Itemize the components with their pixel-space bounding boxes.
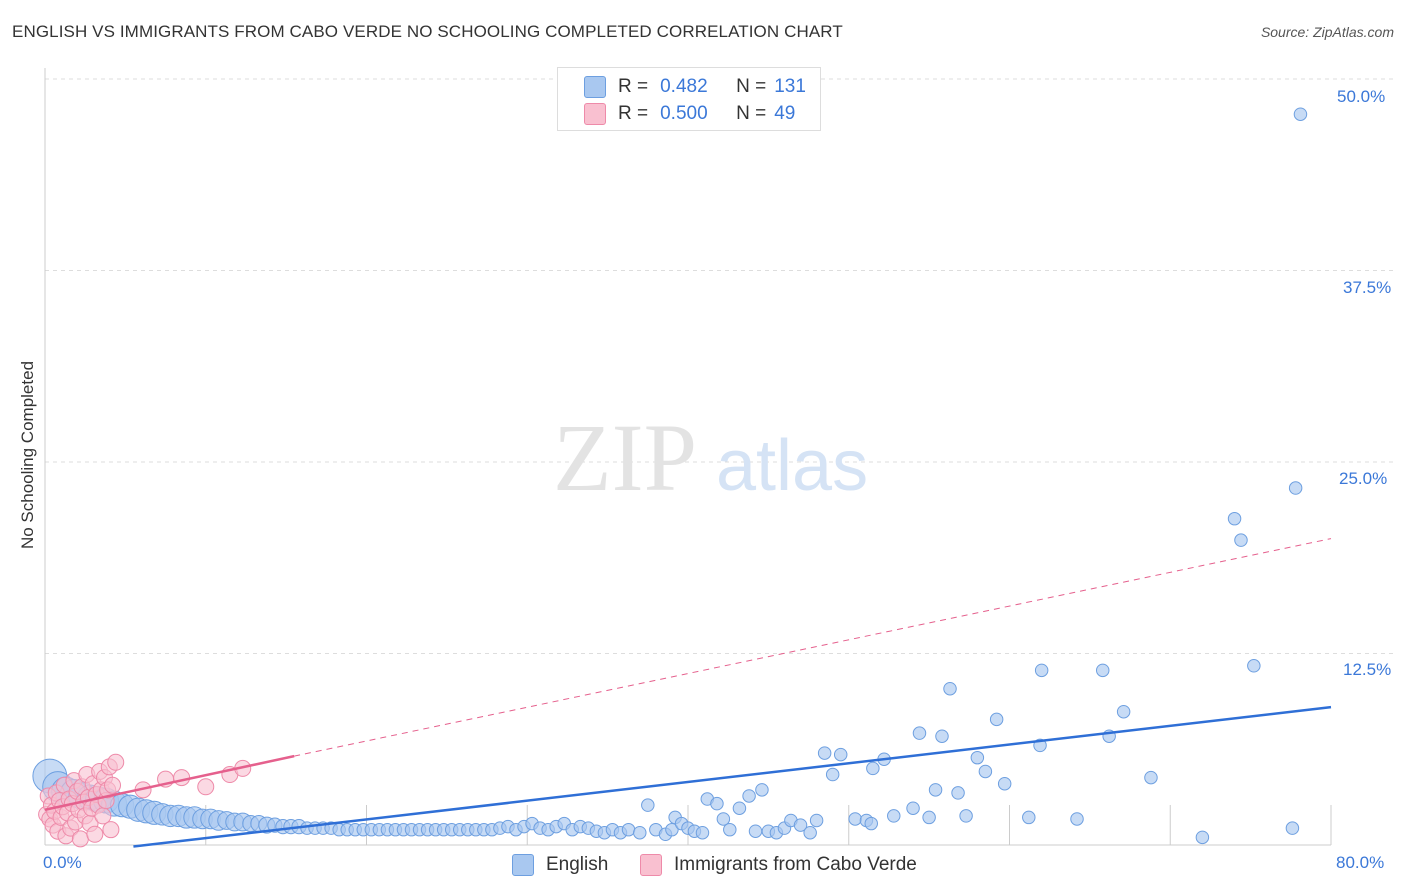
trend-layer [44, 538, 1332, 848]
english-point [989, 712, 1004, 727]
english-point [1195, 830, 1210, 845]
english-point [809, 813, 824, 828]
cabo-verde-swatch [584, 103, 606, 125]
legend-row-english: R = 0.482 N = 131 [584, 74, 806, 100]
y-tick-label: 25.0% [1339, 469, 1388, 488]
english-point [928, 783, 943, 797]
english-point [1022, 810, 1036, 825]
english-legend-label: English [546, 854, 609, 875]
cabo-verde-point [102, 821, 120, 839]
english-point [1116, 704, 1131, 719]
english-point [887, 809, 901, 823]
english-point [825, 767, 840, 782]
english-point [755, 783, 769, 797]
legend-row-cabo-verde: R = 0.500 N = 49 [584, 101, 795, 127]
english-point [935, 729, 949, 743]
english-point [742, 789, 756, 803]
english-swatch [512, 854, 534, 876]
correlation-legend: R = 0.482 N = 131 R = 0.500 N = 49 [557, 67, 821, 131]
english-point [803, 826, 817, 840]
cabo-verde-n-value: 49 [774, 103, 796, 124]
english-point [1070, 812, 1084, 826]
english-point [1285, 821, 1300, 835]
english-point [710, 796, 724, 811]
english-point [866, 761, 880, 776]
x-tick-label-min: 0.0% [43, 853, 82, 872]
cabo-verde-trend-line [44, 754, 295, 811]
english-point [951, 786, 965, 800]
english-point [848, 812, 862, 826]
english-point [1144, 770, 1158, 785]
watermark-zip: ZIP [553, 404, 697, 511]
english-trend-line [133, 705, 1332, 848]
english-point [997, 776, 1012, 791]
english-point [695, 826, 710, 840]
english-point [723, 822, 737, 837]
cabo-verde-trend-extension [294, 538, 1332, 757]
cabo-verde-point [197, 778, 215, 796]
english-point [1247, 659, 1261, 673]
english-point [1293, 107, 1308, 121]
y-tick-label: 50.0% [1337, 87, 1386, 106]
english-n-value: 131 [774, 76, 806, 97]
english-point [621, 822, 636, 837]
english-point [978, 764, 993, 779]
english-point [922, 810, 936, 825]
cabo-verde-point [173, 769, 191, 787]
english-swatch [584, 76, 606, 98]
cabo-verde-swatch [640, 854, 662, 876]
watermark-atlas: atlas [716, 426, 868, 506]
cabo-verde-legend-label: Immigrants from Cabo Verde [674, 854, 917, 875]
r-label: R = [618, 103, 649, 124]
english-point [906, 801, 920, 815]
english-point [633, 826, 647, 840]
english-point [665, 822, 679, 837]
english-point [943, 681, 957, 696]
english-point [864, 816, 878, 831]
english-point [912, 726, 927, 740]
cabo-verde-r-value: 0.500 [660, 103, 708, 124]
cabo-verde-point [71, 830, 89, 848]
english-point [1227, 511, 1242, 526]
n-label: N = [736, 103, 767, 124]
cabo-verde-point [94, 807, 112, 825]
x-tick-label-max: 80.0% [1336, 853, 1385, 872]
english-point [833, 747, 848, 762]
y-axis-label: No Schooling Completed [18, 360, 37, 550]
english-point [817, 746, 832, 760]
chart-title: ENGLISH VS IMMIGRANTS FROM CABO VERDE NO… [12, 22, 843, 41]
y-tick-label: 37.5% [1343, 278, 1392, 297]
bottom-legend-english: English [512, 852, 608, 878]
english-point [641, 798, 655, 812]
english-point [970, 750, 985, 765]
cabo-verde-point [104, 776, 122, 794]
cabo-verde-point [107, 753, 125, 771]
bottom-legend-cabo-verde: Immigrants from Cabo Verde [640, 852, 917, 878]
english-point [1095, 663, 1110, 678]
english-point [793, 818, 808, 832]
english-point [716, 812, 731, 826]
english-r-value: 0.482 [660, 76, 708, 97]
r-label: R = [618, 76, 649, 97]
cabo-verde-point [86, 825, 104, 843]
english-point [748, 824, 763, 838]
english-point [959, 809, 973, 823]
english-point [1234, 533, 1248, 547]
n-label: N = [736, 76, 767, 97]
english-point [1288, 481, 1303, 495]
english-point [1034, 663, 1049, 678]
source-label: Source: ZipAtlas.com [1260, 24, 1394, 40]
english-point [732, 801, 747, 815]
y-tick-label: 12.5% [1343, 660, 1392, 679]
